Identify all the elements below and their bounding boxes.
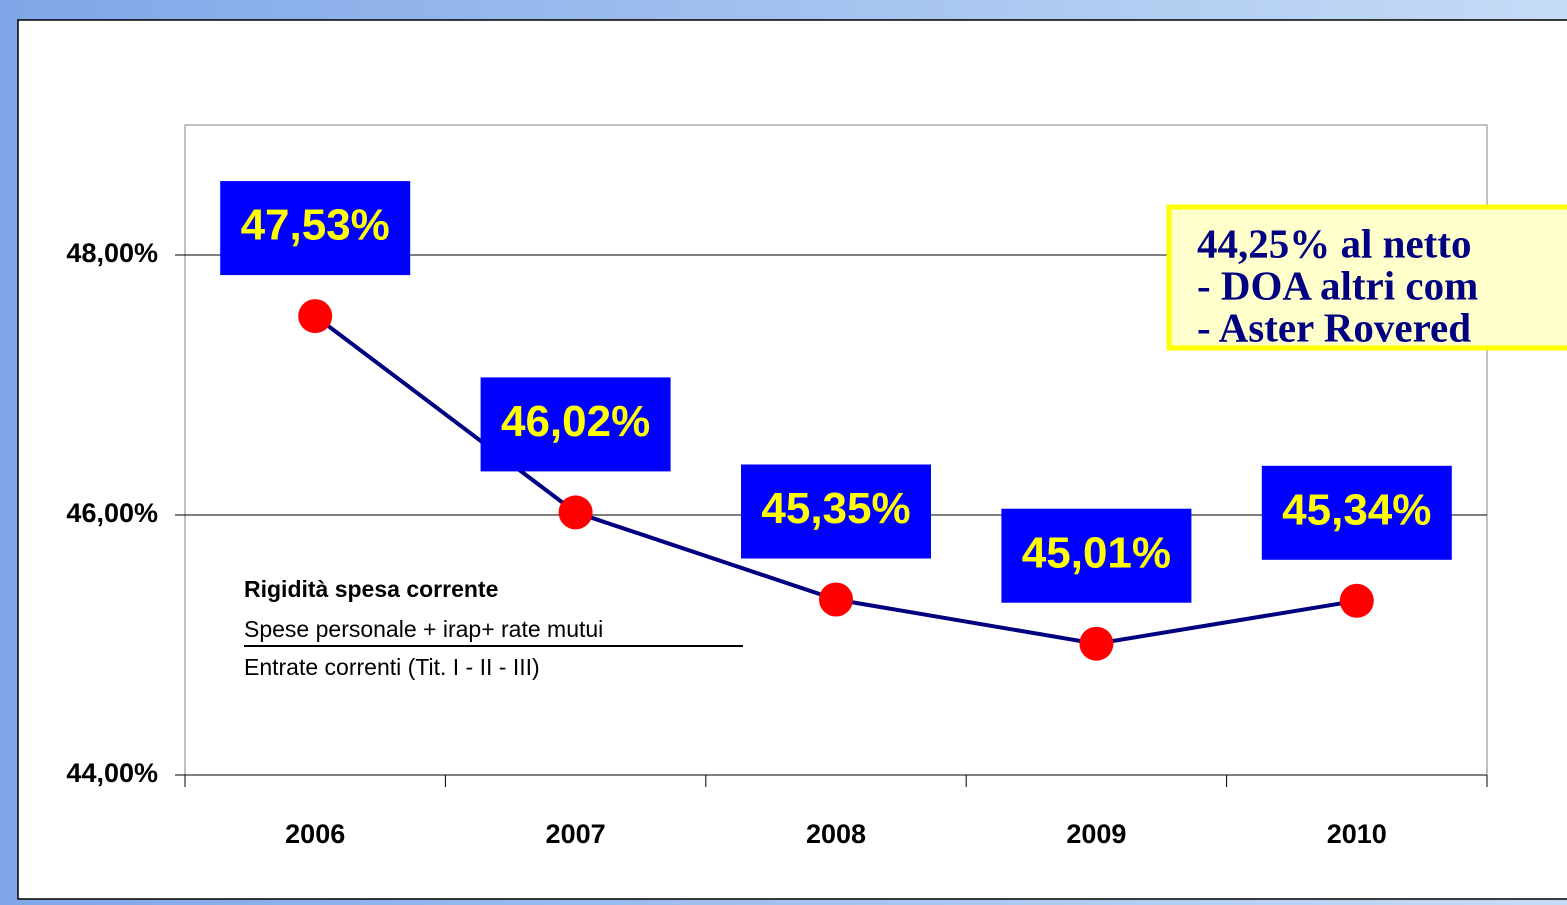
label-box — [480, 377, 671, 472]
annotation-box — [1166, 204, 1567, 351]
note: Rigidità spesa corrente Spese personale … — [244, 576, 743, 680]
note-title: Rigidità spesa corrente — [244, 576, 498, 602]
label-box — [1001, 508, 1192, 603]
note-numerator: Spese personale + irap+ rate mutui — [244, 616, 603, 642]
y-tick-label: 44,00% — [66, 758, 158, 788]
marker — [819, 582, 853, 617]
data-label: 47,53% — [241, 201, 390, 250]
marker — [298, 299, 333, 334]
x-tick-label: 2010 — [1327, 819, 1387, 849]
x-tick-label: 2006 — [285, 819, 345, 849]
y-tick-label: 46,00% — [66, 498, 158, 528]
x-tick-label: 2009 — [1066, 819, 1126, 849]
data-label: 46,02% — [501, 397, 650, 446]
annotation-line: - Aster Rovered — [1197, 304, 1471, 350]
marker — [558, 495, 593, 530]
label-box — [220, 181, 411, 276]
marker — [1079, 626, 1114, 661]
label-box — [1261, 465, 1452, 560]
data-label: 45,01% — [1022, 528, 1171, 577]
marker — [1339, 583, 1374, 618]
data-label: 45,34% — [1282, 485, 1431, 534]
x-tick-label: 2008 — [806, 819, 866, 849]
annotation-line: 44,25% al netto — [1197, 220, 1471, 266]
x-tick-label: 2007 — [546, 819, 606, 849]
data-label: 45,35% — [761, 484, 910, 533]
y-tick-label: 48,00% — [66, 238, 158, 268]
annotation-line: - DOA altri com — [1197, 262, 1478, 308]
label-box — [741, 464, 931, 559]
note-denominator: Entrate correnti (Tit. I - II - III) — [244, 654, 540, 680]
